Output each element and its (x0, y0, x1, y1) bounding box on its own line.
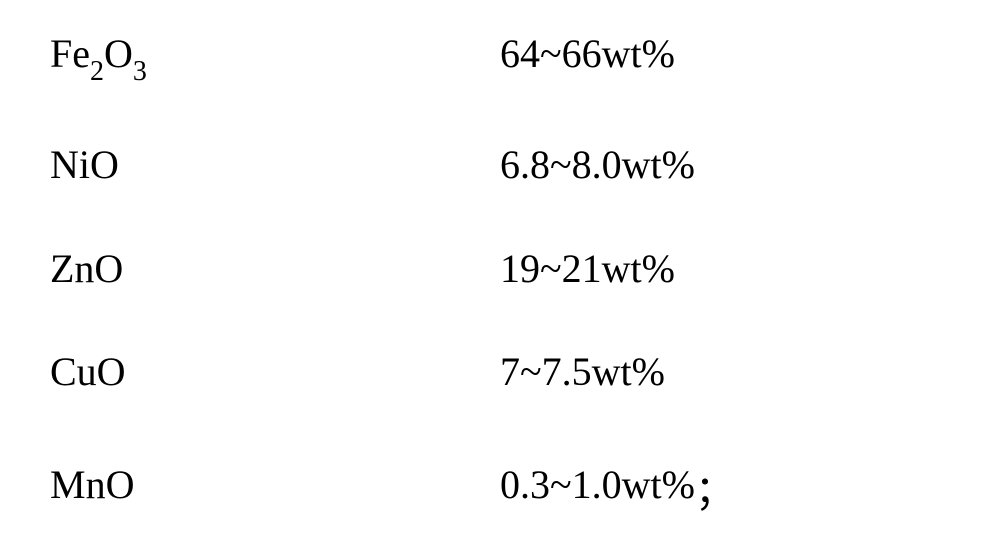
formula-cell-fe2o3: Fe2O3 (50, 30, 500, 84)
composition-row: NiO 6.8~8.0wt% (50, 141, 950, 188)
formula-cell-cuo: CuO (50, 348, 500, 395)
value-text: 6.8~8.0wt% (500, 142, 695, 187)
value-text: 0.3~1.0wt% (500, 462, 695, 507)
formula-cell-mno: MnO (50, 461, 500, 508)
formula-cell-zno: ZnO (50, 245, 500, 292)
value-cell: 0.3~1.0wt%； (500, 452, 950, 510)
formula-text: MnO (50, 462, 134, 507)
composition-row: Fe2O3 64~66wt% (50, 30, 950, 84)
formula-subscript: 2 (90, 56, 104, 87)
value-cell: 7~7.5wt% (500, 348, 950, 395)
value-cell: 6.8~8.0wt% (500, 141, 950, 188)
trailing-punctuation: ； (695, 468, 735, 513)
formula-cell-nio: NiO (50, 141, 500, 188)
composition-row: CuO 7~7.5wt% (50, 348, 950, 395)
composition-row: ZnO 19~21wt% (50, 245, 950, 292)
value-text: 19~21wt% (500, 246, 675, 291)
value-cell: 64~66wt% (500, 30, 950, 77)
formula-subscript: 3 (133, 56, 147, 87)
value-text: 7~7.5wt% (500, 349, 665, 394)
formula-text: ZnO (50, 246, 123, 291)
formula-text: O (104, 31, 133, 76)
value-cell: 19~21wt% (500, 245, 950, 292)
formula-text: CuO (50, 349, 126, 394)
formula-text: NiO (50, 142, 119, 187)
formula-text: Fe (50, 31, 90, 76)
composition-row: MnO 0.3~1.0wt%； (50, 452, 950, 510)
value-text: 64~66wt% (500, 31, 675, 76)
